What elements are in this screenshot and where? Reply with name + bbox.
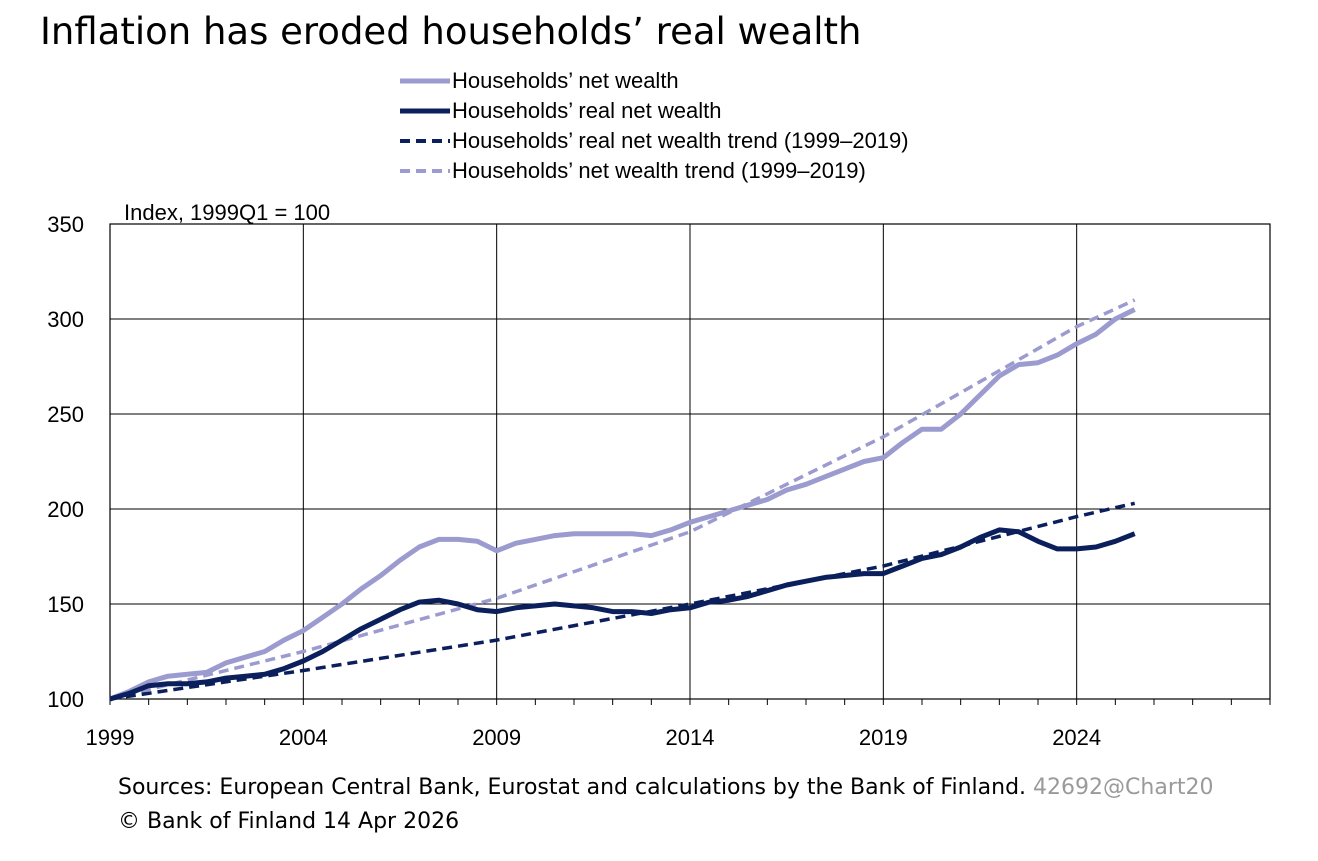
- plot-area-border: [109, 223, 1271, 700]
- legend-swatch-net-trend: [400, 169, 450, 173]
- y-tick-label: 150: [47, 592, 84, 617]
- chart-id: 42692@Chart20: [1033, 775, 1214, 800]
- legend-label-real-net-wealth: Households’ real net wealth: [452, 98, 722, 123]
- y-tick-label: 300: [47, 307, 84, 332]
- chart-title: Inflation has eroded households’ real we…: [40, 10, 862, 53]
- x-tick-label: 1999: [86, 725, 135, 750]
- x-tick-label: 2019: [859, 725, 908, 750]
- sources-note: Sources: European Central Bank, Eurostat…: [118, 775, 1027, 800]
- footer: Sources: European Central Bank, Eurostat…: [118, 771, 1213, 839]
- series-line-3: [109, 298, 1136, 701]
- legend-item-real-net-wealth: Households’ real net wealth: [400, 96, 909, 126]
- legend-label-real-trend: Households’ real net wealth trend (1999–…: [452, 128, 909, 153]
- x-tick-label: 2004: [279, 725, 328, 750]
- legend-item-net-trend: Households’ net wealth trend (1999–2019): [400, 156, 909, 186]
- series-line-2: [109, 501, 1136, 701]
- x-tick-label: 2024: [1052, 725, 1101, 750]
- line-chart: 100 150 200 250 300 350 1999 2004 2009 2014 2019 20…: [47, 200, 1271, 750]
- y-tick-label: 250: [47, 402, 84, 427]
- x-tick-label: 2009: [472, 725, 521, 750]
- legend-item-real-trend: Households’ real net wealth trend (1999–…: [400, 126, 909, 156]
- y-tick-label: 100: [47, 687, 84, 712]
- y-tick-label: 200: [47, 497, 84, 522]
- legend-label-net-wealth: Households’ net wealth: [452, 68, 679, 93]
- legend-swatch-net-wealth: [400, 78, 450, 84]
- y-axis-label: Index, 1999Q1 = 100: [124, 200, 330, 225]
- y-tick-label: 350: [47, 212, 84, 237]
- x-tick-label: 2014: [666, 725, 715, 750]
- legend-item-net-wealth: Households’ net wealth: [400, 66, 909, 96]
- series-line-0: [109, 307, 1136, 702]
- legend-swatch-real-trend: [400, 139, 450, 143]
- legend: Households’ net wealth Households’ real …: [400, 66, 909, 186]
- copyright-note: © Bank of Finland 14 Apr 2026: [118, 809, 460, 834]
- legend-label-net-trend: Households’ net wealth trend (1999–2019): [452, 158, 866, 183]
- legend-swatch-real-net-wealth: [400, 108, 450, 114]
- series-line-1: [109, 527, 1136, 702]
